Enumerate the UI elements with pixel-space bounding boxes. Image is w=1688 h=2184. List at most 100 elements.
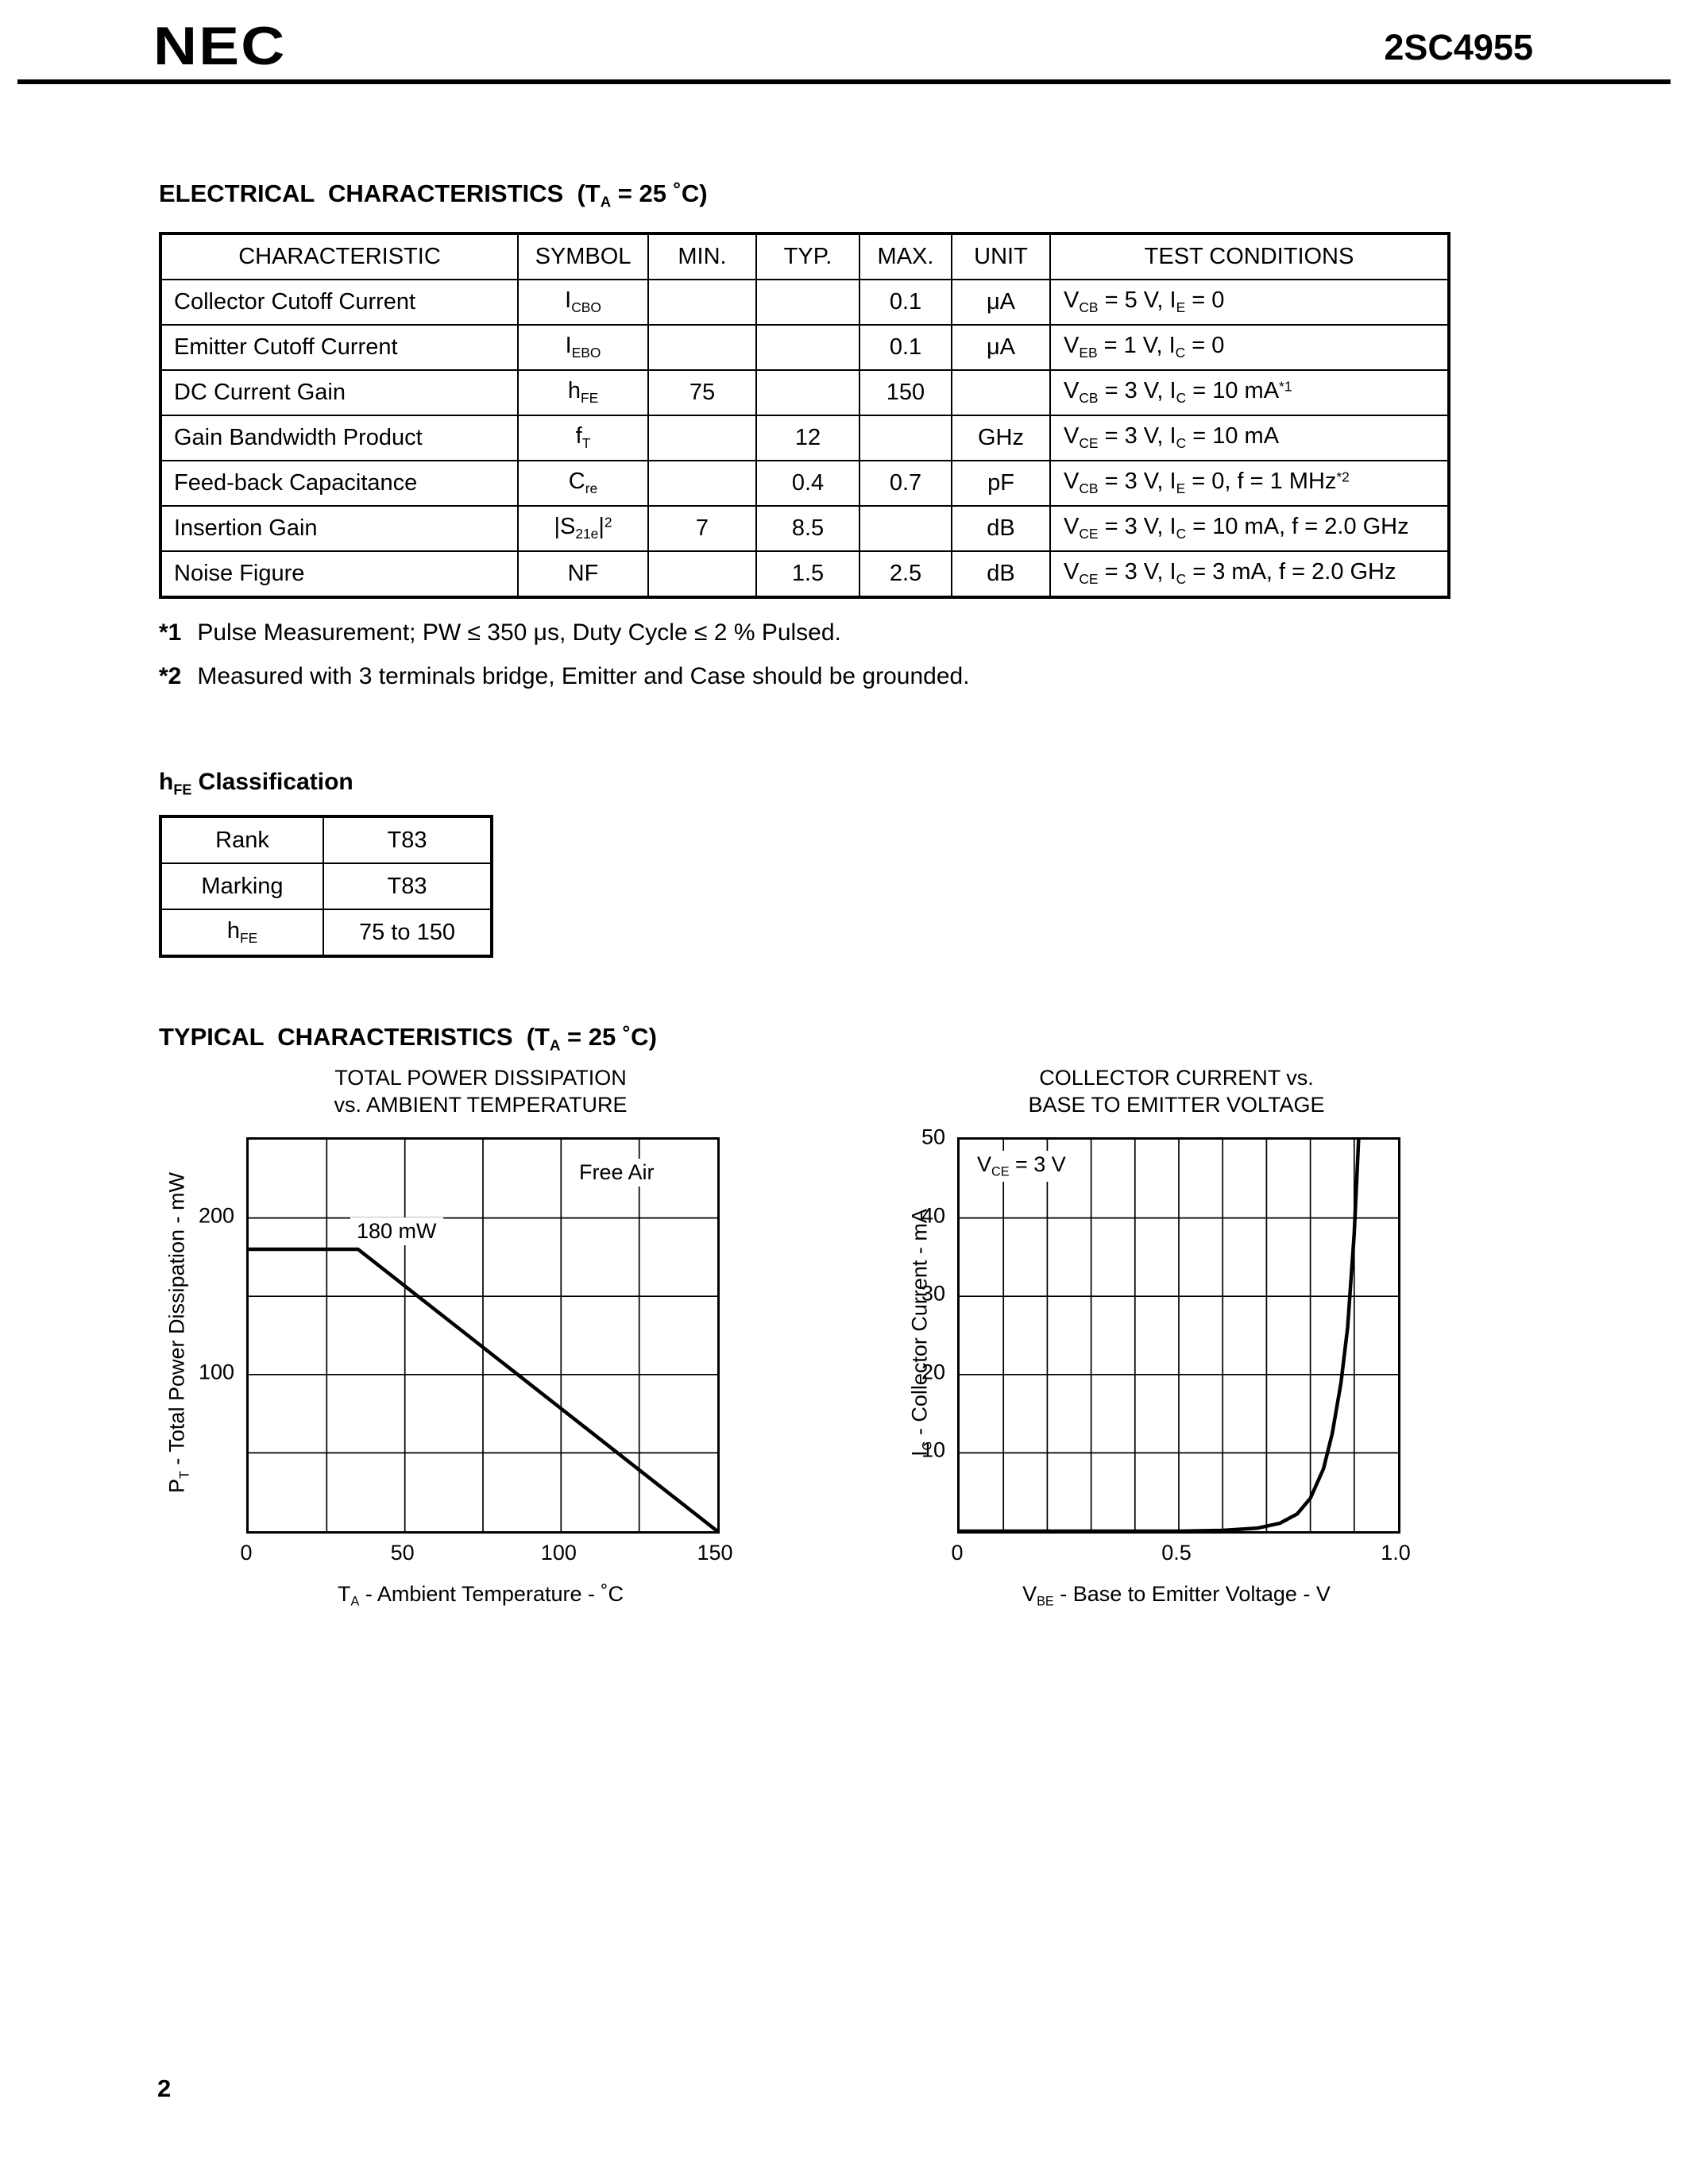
spec-cell: Cre [517,460,649,507]
x-axis-label: TA - Ambient Temperature - ˚C [338,1582,624,1609]
chart-series [960,1140,1361,1531]
annotation-vce: VCE = 3 V [971,1151,1072,1182]
spec-cell [647,415,757,461]
electrical-characteristics-table: CHARACTERISTIC SYMBOL MIN. TYP. MAX. UNIT TEST… [159,232,1450,599]
electrical-characteristics-title: ELECTRICAL CHARACTERISTICS (TA = 25 ˚C) [159,179,708,210]
spec-column-header: TYP. [755,233,860,280]
spec-column-header: UNIT [951,233,1051,280]
spec-cell: 0.7 [859,460,952,507]
spec-cell: 7 [647,505,757,552]
spec-cell [859,415,952,461]
spec-cell: μA [951,324,1051,371]
spec-cell: VEB = 1 V, IC = 0 [1049,324,1450,371]
x-tick-label: 100 [540,1541,577,1565]
hfe-cell: Rank [160,816,324,864]
spec-cell: Collector Cutoff Current [160,279,519,326]
footnotes: *1 Pulse Measurement; PW ≤ 350 μs, Duty C… [159,619,970,707]
spec-row: Gain Bandwidth Product fT 12 GHz VCE = 3 V, … [160,415,1450,461]
spec-column-header: MAX. [859,233,952,280]
chart-title: COLLECTOR CURRENT vs. BASE TO EMITTER VO… [1028,1066,1325,1117]
spec-cell: 0.1 [859,279,952,326]
collector-current-chart: COLLECTOR CURRENT vs. BASE TO EMITTER VO… [856,1061,1571,1617]
nec-logo: NEC [153,16,287,76]
x-axis-ticks: 0 50 100 150 [240,1541,732,1568]
spec-cell [859,505,952,552]
spec-cell [647,550,757,598]
spec-header-row: CHARACTERISTIC SYMBOL MIN. TYP. MAX. UNIT TEST… [160,233,1450,280]
page-number: 2 [157,2074,172,2102]
footnote-2-marker: *2 [159,663,182,689]
chart-curve-power-derating [249,1247,717,1531]
spec-cell: VCE = 3 V, IC = 10 mA, f = 2.0 GHz [1049,505,1450,552]
x-axis-label: VBE - Base to Emitter Voltage - V [1022,1582,1331,1609]
hfe-cell: T83 [323,862,492,910]
spec-cell: 150 [859,369,952,416]
part-number: 2SC4955 [1384,27,1533,68]
spec-cell: VCB = 3 V, IC = 10 mA*1 [1049,369,1450,416]
spec-cell: pF [951,460,1051,507]
x-tick-label: 0 [951,1541,964,1565]
spec-row: Noise Figure NF 1.5 2.5 dB VCE = 3 V, IC = 3 … [160,550,1450,598]
y-tick-label: 10 [921,1437,945,1462]
spec-cell: μA [951,279,1051,326]
footnote-1-text: Pulse Measurement; PW ≤ 350 μs, Duty Cyc… [197,619,841,646]
spec-cell: |S21e|2 [517,505,649,552]
y-tick-label: 100 [198,1360,234,1384]
spec-cell: fT [517,415,649,461]
header-rule [17,79,1671,84]
spec-cell: 1.5 [755,550,860,598]
plot-area: VCE = 3 V [957,1137,1400,1534]
plot-area: Free Air 180 mW [246,1137,720,1534]
hfe-cell: hFE [160,909,324,957]
spec-column-header: CHARACTERISTIC [160,233,519,280]
spec-cell: VCE = 3 V, IC = 3 mA, f = 2.0 GHz [1049,550,1450,598]
chart-series [249,1247,717,1531]
spec-cell [647,324,757,371]
spec-cell: VCE = 3 V, IC = 10 mA [1049,415,1450,461]
spec-row: Emitter Cutoff Current IEBO 0.1 μA VEB = 1 V… [160,324,1450,371]
hfe-cell: Marking [160,862,324,910]
hfe-classification-table: Rank T83 Marking T83 hFE 75 to 150 [159,815,493,958]
footnote-2: *2 Measured with 3 terminals bridge, Emit… [159,663,970,690]
spec-cell: 0.1 [859,324,952,371]
chart-canvas [960,1140,1398,1531]
spec-column-header: SYMBOL [517,233,649,280]
typical-characteristics-title: TYPICAL CHARACTERISTICS (TA = 25 ˚C) [159,1022,657,1054]
chart-curve-ic-vs-vbe [960,1140,1361,1531]
spec-cell [755,369,860,416]
hfe-cell: T83 [323,816,492,864]
spec-cell: Emitter Cutoff Current [160,324,519,371]
spec-row: Collector Cutoff Current ICBO 0.1 μA VCB = 5… [160,279,1450,326]
x-tick-label: 50 [390,1541,415,1565]
spec-cell [755,324,860,371]
spec-cell: Feed-back Capacitance [160,460,519,507]
y-tick-label: 20 [921,1360,945,1384]
hfe-row: Marking T83 [160,862,492,910]
spec-cell: Noise Figure [160,550,519,598]
x-tick-label: 0.5 [1161,1541,1192,1565]
spec-cell: ICBO [517,279,649,326]
spec-cell: VCB = 5 V, IE = 0 [1049,279,1450,326]
spec-cell: 12 [755,415,860,461]
hfe-table-body: Rank T83 Marking T83 hFE 75 to 150 [160,816,492,957]
spec-cell: Insertion Gain [160,505,519,552]
x-axis-ticks: 0 0.5 1.0 [951,1541,1410,1568]
spec-cell: GHz [951,415,1051,461]
y-tick-label: 30 [921,1281,945,1306]
spec-column-header: MIN. [647,233,757,280]
chart-gridlines [960,1140,1398,1531]
spec-cell: 75 [647,369,757,416]
spec-cell: dB [951,505,1051,552]
y-axis-ticks: 100 200 [155,1137,234,1529]
spec-row: Insertion Gain |S21e|2 7 8.5 dB VCE = 3 V, IC… [160,505,1450,552]
y-tick-label: 200 [198,1203,234,1228]
footnote-2-text: Measured with 3 terminals bridge, Emitte… [197,663,970,689]
hfe-cell: 75 to 150 [323,909,492,957]
hfe-row: hFE 75 to 150 [160,909,492,957]
spec-cell [951,369,1051,416]
spec-cell: NF [517,550,649,598]
annotation-free-air: Free Air [573,1159,661,1187]
footnote-1: *1 Pulse Measurement; PW ≤ 350 μs, Duty C… [159,619,970,646]
hfe-row: Rank T83 [160,816,492,864]
